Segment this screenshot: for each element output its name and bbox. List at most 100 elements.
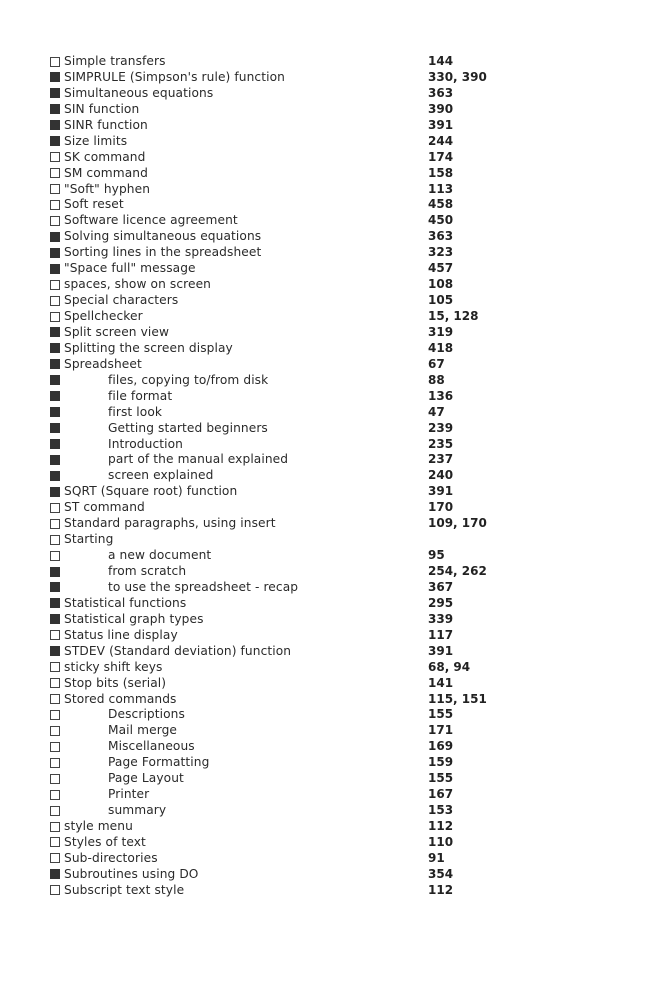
filled-square-icon xyxy=(50,470,60,481)
filled-square-icon xyxy=(50,327,60,338)
index-entry: Solving simultaneous equations 363 xyxy=(50,229,610,245)
index-term: "Space full" message xyxy=(64,261,196,276)
filled-square-icon xyxy=(50,646,60,657)
index-entry: SM command 158 xyxy=(50,166,610,182)
index-entry: first look 47 xyxy=(50,405,610,421)
page-numbers: 244 xyxy=(428,133,454,148)
empty-square-icon xyxy=(50,184,60,194)
index-term: Simultaneous equations xyxy=(64,85,214,100)
page-numbers: 323 xyxy=(428,245,454,260)
page-numbers: 363 xyxy=(428,85,454,100)
empty-square-icon xyxy=(50,279,60,290)
index-term: "Soft" hyphen xyxy=(64,181,151,196)
index-entry: Page Formatting 159 xyxy=(50,755,610,771)
index-entry: Printer 167 xyxy=(50,787,610,803)
empty-square-icon xyxy=(50,152,60,163)
index-entry: SQRT (Square root) function 391 xyxy=(50,484,610,500)
empty-square-icon xyxy=(50,773,60,784)
index-entry: Mail merge 171 xyxy=(50,723,610,739)
page-numbers: 15, 128 xyxy=(428,309,479,323)
empty-square-icon xyxy=(50,853,60,864)
page-numbers: 171 xyxy=(428,723,454,738)
index-term: summary xyxy=(108,803,167,818)
index-term: Mail merge xyxy=(108,723,178,738)
page-numbers: 239 xyxy=(428,420,454,435)
filled-square-icon xyxy=(50,454,60,465)
page-numbers: 237 xyxy=(428,452,454,467)
index-term: a new document xyxy=(108,548,212,563)
index-term: SINR function xyxy=(64,117,148,132)
page-numbers: 112 xyxy=(428,819,454,833)
index-term: Miscellaneous xyxy=(108,739,195,754)
index-entry: Introduction 235 xyxy=(50,437,610,453)
index-term: SM command xyxy=(64,165,148,180)
empty-square-icon xyxy=(50,215,60,226)
page-numbers: 68, 94 xyxy=(428,659,471,674)
empty-square-icon xyxy=(50,662,60,673)
index-entry: ST command 170 xyxy=(50,500,610,516)
filled-square-icon xyxy=(50,598,60,609)
filled-square-icon xyxy=(50,375,60,386)
index-term: Solving simultaneous equations xyxy=(64,229,262,244)
filled-square-icon xyxy=(50,88,60,99)
empty-square-icon xyxy=(50,311,60,322)
filled-square-icon xyxy=(50,614,60,625)
empty-square-icon xyxy=(50,741,60,752)
empty-square-icon xyxy=(50,518,60,529)
page-numbers: 450 xyxy=(428,213,454,228)
page-numbers: 295 xyxy=(428,595,454,610)
empty-square-icon xyxy=(50,709,60,720)
index-entry: SINR function 391 xyxy=(50,118,610,134)
index-term: Soft reset xyxy=(64,197,124,212)
index-entry: from scratch 254, 262 xyxy=(50,564,610,580)
page-numbers: 159 xyxy=(428,755,454,770)
index-entry: Split screen view 319 xyxy=(50,325,610,341)
index-term: SIMPRULE (Simpson's rule) function xyxy=(64,69,285,84)
index-term: Printer xyxy=(108,787,150,802)
index-entry: SIN function 390 xyxy=(50,102,610,118)
page-numbers: 240 xyxy=(428,468,454,483)
index-entry: SK command 174 xyxy=(50,150,610,166)
empty-square-icon xyxy=(50,630,60,641)
page-numbers: 174 xyxy=(428,149,454,164)
index-entry: Getting started beginners 239 xyxy=(50,421,610,437)
index-term: STDEV (Standard deviation) function xyxy=(64,643,292,658)
filled-square-icon xyxy=(50,247,60,258)
page-numbers: 391 xyxy=(428,117,454,132)
index-term: file format xyxy=(108,388,173,403)
index-term: Subroutines using DO xyxy=(64,866,199,881)
index-entry: Statistical functions 295 xyxy=(50,596,610,612)
index-term: SK command xyxy=(64,149,146,164)
index-entry: Miscellaneous 169 xyxy=(50,739,610,755)
page-numbers: 153 xyxy=(428,803,454,818)
page-numbers: 363 xyxy=(428,229,454,244)
page-numbers: 390 xyxy=(428,101,454,116)
page-numbers: 67 xyxy=(428,356,445,371)
index-term: Stored commands xyxy=(64,691,177,706)
index-entry: spaces, show on screen 108 xyxy=(50,277,610,293)
index-term: SIN function xyxy=(64,101,140,116)
index-entry: screen explained 240 xyxy=(50,468,610,484)
page-numbers: 319 xyxy=(428,324,454,339)
index-entry: Sub-directories 91 xyxy=(50,851,610,867)
index-entry: SIMPRULE (Simpson's rule) function 330, 3… xyxy=(50,70,610,86)
empty-square-icon xyxy=(50,885,60,896)
filled-square-icon xyxy=(50,120,60,131)
index-term: Status line display xyxy=(64,627,178,642)
empty-square-icon xyxy=(50,678,60,689)
page-numbers: 141 xyxy=(428,675,454,690)
index-term: screen explained xyxy=(108,468,214,483)
page-numbers: 108 xyxy=(428,277,454,292)
index-entry: style menu 112 xyxy=(50,819,610,835)
empty-square-icon xyxy=(50,295,60,306)
index-entry: Styles of text 110 xyxy=(50,835,610,851)
filled-square-icon xyxy=(50,391,60,402)
page-numbers: 88 xyxy=(428,372,445,387)
index-term: Sub-directories xyxy=(64,850,158,865)
page-numbers: 110 xyxy=(428,834,454,849)
index-term: Styles of text xyxy=(64,834,146,849)
index-entry: Spellchecker 15, 128 xyxy=(50,309,610,325)
filled-square-icon xyxy=(50,566,60,577)
index-entry: files, copying to/from disk 88 xyxy=(50,373,610,389)
page-numbers: 418 xyxy=(428,340,454,355)
